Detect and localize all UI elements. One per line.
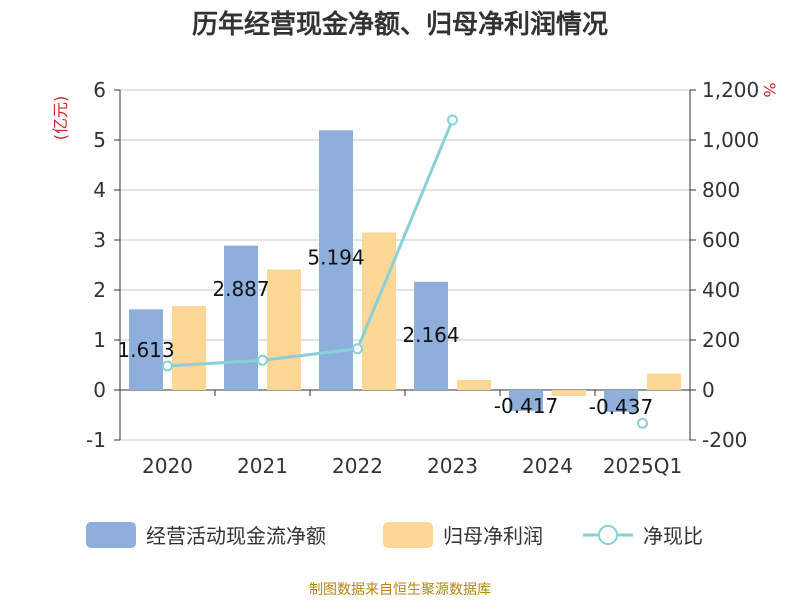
data-label: 5.194	[307, 245, 364, 269]
legend-label: 经营活动现金流净额	[146, 524, 326, 548]
legend-label: 归母净利润	[443, 524, 543, 548]
legend-marker	[598, 525, 618, 545]
bar-cashflow	[509, 390, 543, 411]
left-tick-label: 0	[93, 378, 106, 402]
chart-title: 历年经营现金净额、归母净利润情况	[192, 9, 608, 40]
bar-cashflow	[129, 309, 163, 390]
category-label: 2024	[522, 454, 573, 478]
data-label: 2.164	[402, 323, 459, 347]
right-tick-label: 200	[702, 328, 740, 352]
data-label: -0.437	[589, 395, 653, 419]
bar-profit	[552, 390, 586, 396]
source-note: 制图数据来自恒生聚源数据库	[309, 582, 491, 598]
left-tick-label: 1	[93, 328, 106, 352]
right-tick-label: 400	[702, 278, 740, 302]
right-tick-label: 1,200	[702, 78, 759, 102]
right-tick-label: -200	[702, 428, 747, 452]
ratio-point	[352, 343, 363, 355]
data-label: 2.887	[212, 277, 269, 301]
left-tick-label: 3	[93, 228, 106, 252]
axes: 6 5 4 3 2 1 0 -1 1,200 1,000 800 600 400 200 0 -200 2020…	[86, 78, 759, 478]
right-tick-label: 600	[702, 228, 740, 252]
bar-cashflow	[224, 245, 258, 390]
data-label: -0.417	[494, 394, 558, 418]
bar-profit	[647, 373, 681, 390]
legend-label: 净现比	[643, 524, 703, 548]
left-tick-label: 4	[93, 178, 106, 202]
right-tick-label: 1,000	[702, 128, 759, 152]
ratio-point	[162, 360, 173, 372]
left-tick-label: 2	[93, 278, 106, 302]
right-tick-label: 800	[702, 178, 740, 202]
bars	[129, 130, 681, 412]
ratio-point	[447, 114, 458, 126]
ratio-line-segment	[356, 119, 454, 350]
category-label: 2022	[332, 454, 383, 478]
bar-cashflow	[414, 281, 448, 390]
category-label: 2021	[237, 454, 288, 478]
legend-swatch	[383, 522, 433, 548]
category-label: 2020	[142, 454, 193, 478]
data-label: 1.613	[117, 338, 174, 362]
ratio-point	[637, 417, 648, 429]
left-tick-label: 6	[93, 78, 106, 102]
left-tick-label: -1	[86, 428, 106, 452]
ratio-line-segment	[167, 358, 263, 368]
bar-profit	[457, 380, 491, 390]
data-labels: 1.613 2.887 5.194 2.164 -0.417 -0.437	[117, 245, 653, 419]
bar-cashflow	[604, 390, 638, 412]
left-tick-label: 5	[93, 128, 106, 152]
bar-profit	[172, 306, 206, 390]
bar-profit	[267, 269, 301, 390]
bar-profit	[362, 232, 396, 390]
left-axis-unit: (亿元)	[51, 96, 70, 141]
right-axis-unit: %	[760, 82, 779, 97]
category-label: 2023	[427, 454, 478, 478]
legend: 经营活动现金流净额 归母净利润 净现比	[86, 522, 703, 548]
ratio-point	[257, 354, 268, 366]
right-tick-label: 0	[702, 378, 715, 402]
ratio-line	[162, 114, 648, 429]
legend-swatch	[86, 522, 136, 548]
category-label: 2025Q1	[603, 454, 682, 478]
bar-cashflow	[319, 130, 353, 391]
ratio-line-segment	[262, 347, 358, 362]
